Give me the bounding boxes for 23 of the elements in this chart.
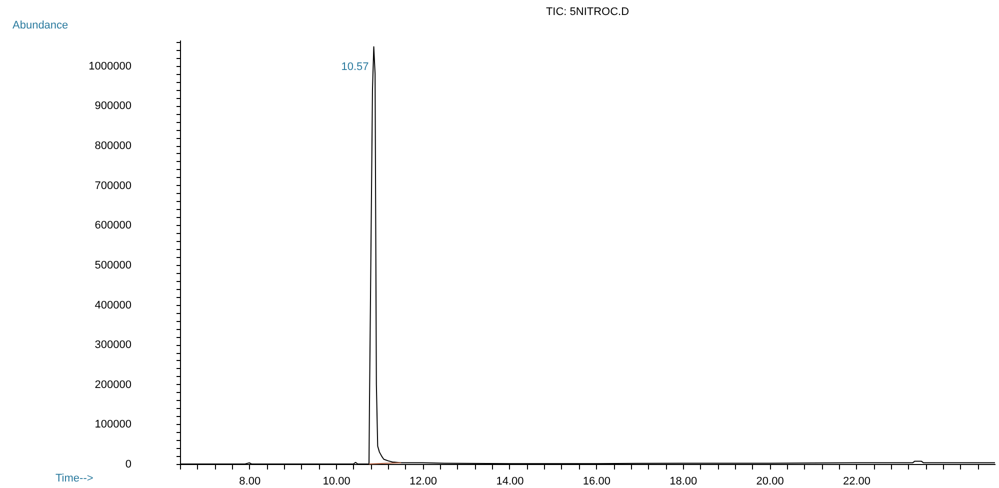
y-tick-label: 600000 <box>94 220 132 232</box>
x-tick-label: 16.00 <box>582 476 610 488</box>
y-tick-label: 300000 <box>94 339 132 352</box>
y-tick-label: 0 <box>125 458 132 470</box>
x-tick-label: 12.00 <box>410 476 438 488</box>
x-tick-label: 14.00 <box>496 476 524 488</box>
chart-title: TIC: 5NITROC.D <box>546 6 630 18</box>
y-axis-title: Abundance <box>12 20 68 32</box>
x-tick-label: 20.00 <box>756 476 784 488</box>
y-tick-label: 800000 <box>94 140 132 152</box>
y-tick-label: 400000 <box>94 299 132 312</box>
y-tick-label: 700000 <box>94 180 132 192</box>
y-tick-label: 1000000 <box>88 60 132 72</box>
x-tick-label: 22.00 <box>843 476 871 488</box>
x-tick-label: 10.00 <box>322 476 350 488</box>
x-tick-label: 8.00 <box>239 476 261 488</box>
y-tick-label: 900000 <box>94 100 132 112</box>
x-tick-label: 18.00 <box>670 476 698 488</box>
y-tick-label: 200000 <box>94 378 132 391</box>
x-axis-title: Time--> <box>56 472 94 484</box>
y-tick-label: 500000 <box>94 259 132 272</box>
annotation: 10.57 <box>341 60 369 73</box>
y-tick-label: 100000 <box>94 418 132 431</box>
